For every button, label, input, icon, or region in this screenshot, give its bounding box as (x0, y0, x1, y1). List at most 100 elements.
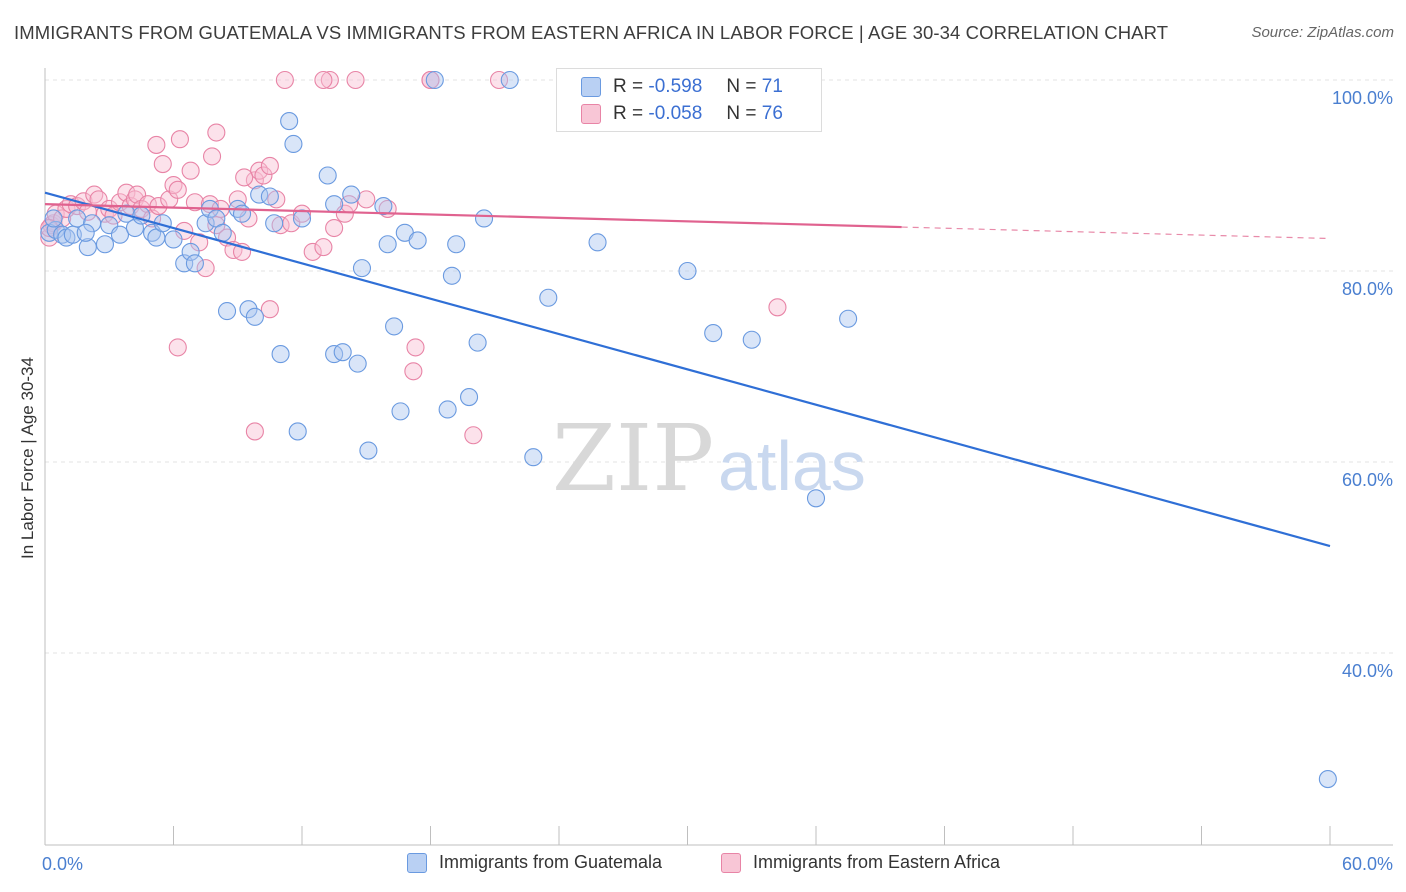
eastern-africa-point (245, 171, 264, 190)
x-tick-label: 60.0% (1342, 854, 1393, 874)
eastern-africa-point (228, 190, 247, 209)
eastern-africa-point (170, 130, 189, 149)
guatemala-point (292, 209, 312, 228)
legend-item-eastern-africa: Immigrants from Eastern Africa (721, 852, 1000, 873)
legend-row-eastern-africa: R = -0.058 N = 76 (581, 102, 783, 126)
guatemala-point (280, 112, 299, 131)
eastern-africa-point (489, 70, 509, 90)
guatemala-point (110, 225, 130, 244)
eastern-africa-point (292, 204, 312, 223)
legend-n-label: N = (726, 76, 757, 97)
guatemala-point (539, 288, 558, 307)
guatemala-point (78, 238, 97, 257)
guatemala-point (284, 134, 303, 154)
guatemala-point (678, 261, 697, 281)
guatemala-point (378, 235, 397, 254)
chart-title: IMMIGRANTS FROM GUATEMALA VS IMMIGRANTS … (14, 22, 1169, 43)
guatemala-point (524, 448, 543, 467)
legend-r-value: -0.598 (648, 76, 703, 97)
eastern-africa-point (275, 70, 294, 90)
guatemala-point (181, 242, 200, 261)
guatemala-point (342, 185, 361, 204)
guatemala-point (425, 70, 444, 90)
eastern-africa-point (207, 123, 226, 142)
tick-labels: 40.0% 60.0% 80.0% 100.0% 0.0% 60.0% (42, 88, 1393, 874)
series-points-guatemala (40, 70, 1337, 789)
y-tick-label: 80.0% (1342, 279, 1393, 299)
legend-n-value: 76 (761, 103, 783, 124)
guatemala-point (185, 254, 204, 273)
eastern-africa-point (406, 338, 425, 357)
legend-r-value: -0.058 (648, 103, 703, 124)
legend-label-guatemala: Immigrants from Guatemala (439, 852, 663, 872)
guatemala-point (352, 259, 372, 278)
eastern-africa-point (464, 426, 483, 445)
guatemala-point (260, 187, 279, 206)
guatemala-point (271, 345, 290, 364)
series-points-eastern-africa (40, 70, 787, 445)
legend-swatch-guatemala (407, 852, 427, 873)
guatemala-point (442, 266, 461, 285)
eastern-africa-point (185, 193, 204, 212)
eastern-africa-point (203, 147, 222, 166)
eastern-africa-point (168, 338, 187, 357)
gridlines (45, 79, 1393, 654)
legend-r-label: R = (613, 76, 644, 97)
legend-swatch-eastern-africa (721, 852, 741, 873)
correlation-legend: R = -0.598 N = 71 R = -0.058 N = 76 (556, 68, 822, 132)
eastern-africa-point (254, 166, 273, 185)
eastern-africa-point (357, 190, 376, 209)
watermark-atlas: atlas (718, 427, 866, 505)
guatemala-point (348, 354, 367, 373)
eastern-africa-point (421, 70, 440, 90)
eastern-africa-point (320, 70, 339, 90)
guatemala-point (164, 230, 183, 249)
guatemala-point (288, 422, 307, 441)
y-tick-label: 60.0% (1342, 470, 1393, 490)
guatemala-point (468, 333, 487, 352)
guatemala-point (175, 254, 194, 273)
guatemala-point (245, 307, 264, 326)
eastern-africa-point (181, 161, 200, 180)
legend-n-value: 71 (761, 76, 783, 97)
eastern-africa-point (314, 70, 333, 90)
y-tick-label: 40.0% (1342, 661, 1393, 681)
guatemala-point (704, 324, 723, 343)
axes (44, 68, 1393, 846)
guatemala-point (408, 231, 427, 250)
guatemala-point (839, 309, 858, 328)
trend-lines (44, 191, 1331, 548)
guatemala-point (196, 214, 215, 233)
guatemala-point (76, 223, 95, 242)
eastern-africa-point (260, 156, 279, 175)
guatemala-point (385, 317, 404, 336)
guatemala-point (447, 235, 466, 254)
guatemala-point (325, 195, 344, 214)
legend-swatch-guatemala (581, 77, 601, 97)
guatemala-point (359, 441, 378, 460)
eastern-africa-point (153, 154, 172, 174)
guatemala-point (500, 70, 519, 90)
legend-item-guatemala: Immigrants from Guatemala (407, 852, 662, 873)
eastern-africa-point (303, 242, 322, 261)
legend-r-label: R = (613, 103, 644, 124)
legend-label-eastern-africa: Immigrants from Eastern Africa (753, 852, 1001, 872)
guatemala-point (213, 223, 232, 242)
eastern-africa-trend-extension (901, 226, 1331, 240)
guatemala-point (95, 235, 115, 254)
eastern-africa-trend-line (44, 203, 902, 229)
guatemala-point (44, 209, 63, 228)
series-legend: Immigrants from Guatemala Immigrants fro… (0, 852, 1406, 878)
eastern-africa-point (147, 135, 166, 154)
legend-row-guatemala: R = -0.598 N = 71 (581, 75, 783, 99)
eastern-africa-point (168, 180, 187, 199)
guatemala-point (391, 402, 410, 421)
eastern-africa-point (325, 218, 344, 238)
legend-swatch-eastern-africa (581, 104, 601, 124)
guatemala-point (232, 204, 252, 223)
watermark-zip: ZIP (552, 405, 714, 512)
x-tick-label: 0.0% (42, 854, 83, 874)
eastern-africa-point (346, 70, 365, 90)
eastern-africa-point (314, 238, 333, 257)
